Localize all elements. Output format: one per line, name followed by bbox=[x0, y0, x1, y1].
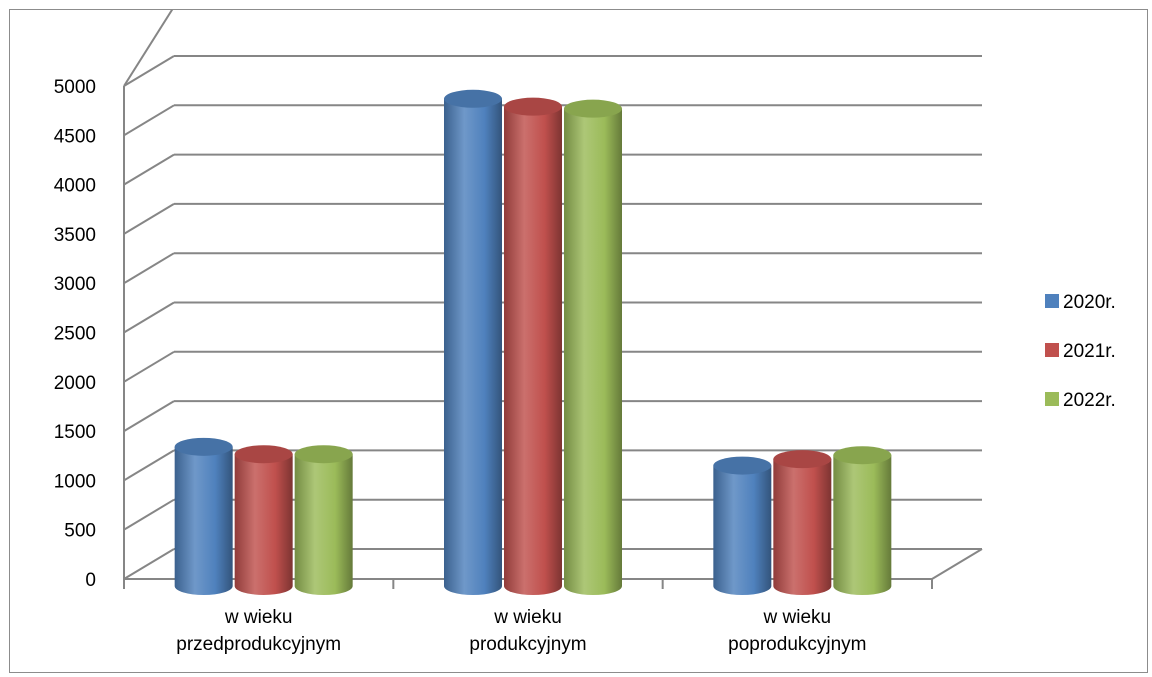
y-tick-label: 2000 bbox=[54, 373, 96, 394]
floor-edge bbox=[931, 548, 983, 580]
legend-label: 2020r. bbox=[1063, 292, 1116, 313]
legend-label: 2022r. bbox=[1063, 390, 1116, 411]
bar-cylinder bbox=[773, 459, 832, 595]
bar-cylinder-top bbox=[833, 446, 892, 465]
y-tick-label: 4500 bbox=[54, 126, 96, 147]
x-category-label: w wieku poprodukcyjnym bbox=[728, 607, 866, 655]
bar-cylinder bbox=[564, 108, 622, 596]
y-tick-label: 1000 bbox=[54, 471, 96, 492]
bars bbox=[174, 89, 892, 596]
x-category-label: w wieku przedprodukcyjnym bbox=[176, 607, 341, 655]
chart-frame: 0 500 1000 1500 2000 2500 3000 3500 4000 4500 5000… bbox=[9, 9, 1148, 673]
y-tick-label: 5000 bbox=[54, 77, 96, 98]
gridline-diagonal bbox=[123, 301, 175, 334]
bar-cylinder-top bbox=[713, 456, 772, 475]
gridline-diagonal bbox=[123, 104, 175, 137]
gridline-diagonal bbox=[123, 252, 175, 285]
gridline-diagonal bbox=[123, 350, 175, 383]
bar-cylinder bbox=[174, 446, 233, 595]
bar-cylinder-top bbox=[174, 437, 233, 456]
bar-chart: 0 500 1000 1500 2000 2500 3000 3500 4000 4500 5000… bbox=[54, 10, 1116, 655]
bar-cylinder bbox=[504, 106, 562, 595]
bar-cylinder-top bbox=[564, 99, 622, 118]
legend-swatch bbox=[1045, 343, 1059, 357]
x-category-label: w wieku produkcyjnym bbox=[469, 607, 586, 655]
gridline-diagonal bbox=[123, 153, 175, 186]
gridline-diagonal bbox=[123, 548, 175, 580]
bar-cylinder-top bbox=[504, 97, 562, 116]
axis-labels: 0 500 1000 1500 2000 2500 3000 3500 4000 4500 5000… bbox=[54, 77, 867, 655]
bar-cylinder-top bbox=[444, 89, 502, 108]
y-tick-label: 0 bbox=[85, 570, 96, 591]
gridline-diagonal bbox=[123, 55, 175, 87]
bar-cylinder bbox=[833, 455, 892, 595]
gridline-diagonal bbox=[123, 10, 174, 87]
bar-cylinder-top bbox=[294, 445, 353, 464]
gridline-diagonal bbox=[123, 498, 175, 531]
y-tick-label: 2500 bbox=[54, 324, 96, 345]
y-tick-label: 3000 bbox=[54, 274, 96, 295]
bar-cylinder-top bbox=[234, 445, 293, 464]
legend-label: 2021r. bbox=[1063, 341, 1116, 362]
legend-swatch bbox=[1045, 294, 1059, 308]
y-tick-label: 4000 bbox=[54, 176, 96, 197]
legend-swatch bbox=[1045, 392, 1059, 406]
y-tick-label: 500 bbox=[64, 521, 96, 542]
legend: 2020r. 2021r. 2022r. bbox=[1045, 292, 1116, 411]
bar-cylinder bbox=[294, 454, 353, 595]
bar-cylinder-top bbox=[773, 450, 832, 469]
bar-cylinder bbox=[713, 465, 772, 595]
gridline-diagonal bbox=[123, 400, 175, 432]
y-tick-label: 1500 bbox=[54, 422, 96, 443]
bar-cylinder bbox=[444, 98, 502, 595]
y-tick-label: 3500 bbox=[54, 225, 96, 246]
gridline-diagonal bbox=[123, 203, 175, 235]
gridline-diagonal bbox=[123, 449, 175, 482]
bar-cylinder bbox=[234, 454, 293, 595]
